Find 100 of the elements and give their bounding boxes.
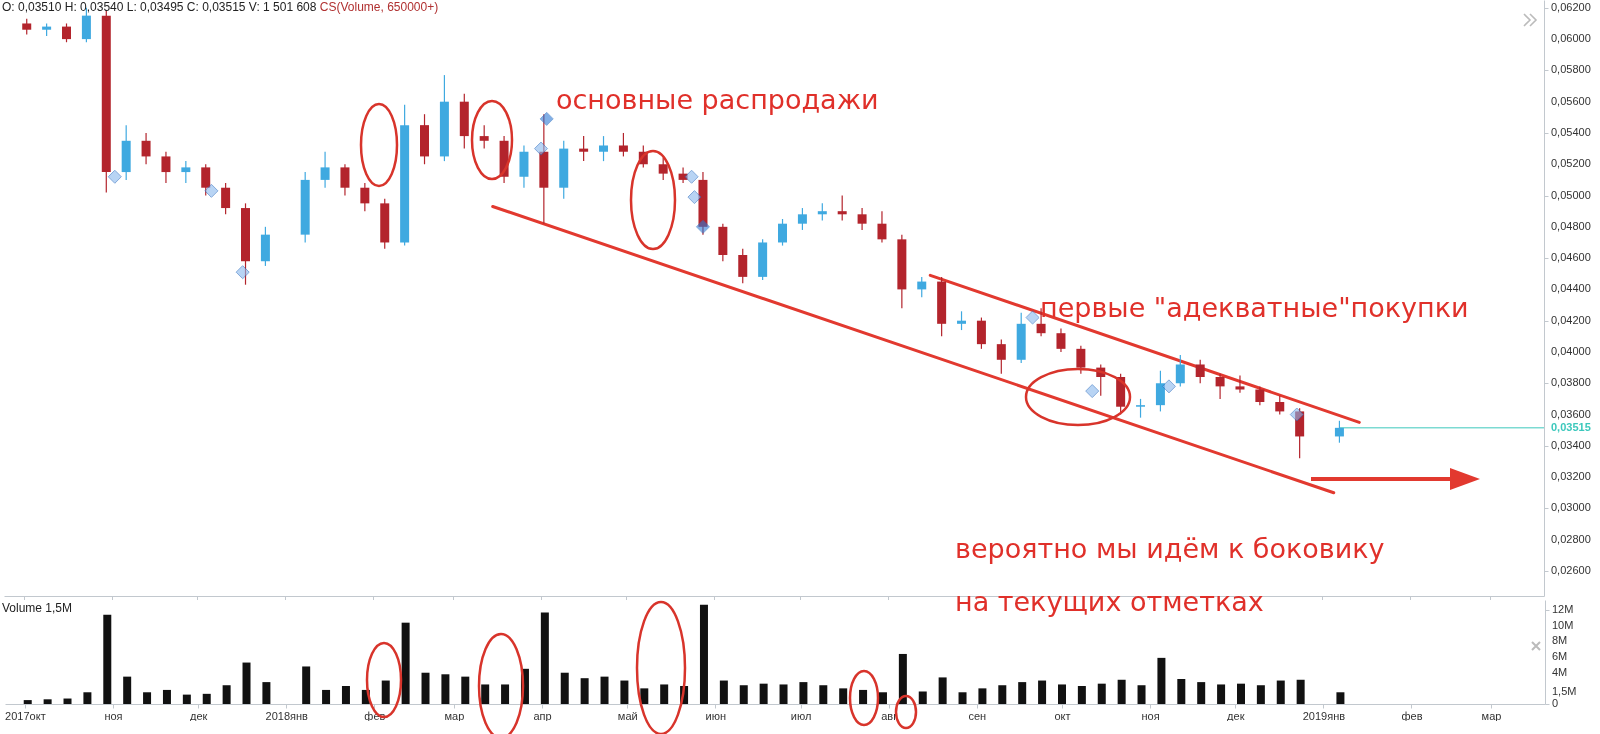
candlestick bbox=[599, 135, 609, 162]
bar bbox=[461, 676, 470, 704]
bar bbox=[739, 685, 748, 704]
candlestick bbox=[1275, 395, 1285, 416]
candlestick bbox=[479, 124, 489, 150]
y-tick-label: 0,03800 bbox=[1551, 376, 1591, 389]
bar bbox=[1217, 684, 1226, 704]
bar bbox=[162, 689, 171, 704]
y-tick-label: 0,06000 bbox=[1551, 32, 1591, 45]
bar bbox=[958, 692, 967, 704]
bar bbox=[560, 672, 569, 704]
candlestick bbox=[579, 135, 589, 162]
y-tick-label: 4M bbox=[1552, 665, 1568, 678]
bar bbox=[1057, 684, 1066, 704]
bar bbox=[262, 682, 271, 704]
bar bbox=[1077, 686, 1086, 704]
y-tick-label: 12M bbox=[1552, 603, 1574, 616]
point bbox=[684, 169, 699, 184]
candlestick bbox=[320, 151, 330, 189]
candlestick bbox=[1136, 398, 1146, 419]
bar bbox=[441, 674, 450, 704]
candlestick bbox=[917, 276, 927, 298]
point bbox=[687, 190, 702, 205]
bar bbox=[1336, 692, 1345, 704]
candlestick bbox=[996, 338, 1006, 375]
candlestick bbox=[360, 182, 370, 212]
bar bbox=[341, 686, 350, 704]
y-tick-label: 0,04200 bbox=[1551, 313, 1591, 326]
bar bbox=[1018, 682, 1027, 704]
bar bbox=[699, 604, 708, 704]
y-tick-label: 0,02600 bbox=[1551, 563, 1591, 576]
bar bbox=[242, 662, 251, 704]
annotation: первые "адекватные"покупки bbox=[1040, 292, 1469, 323]
x-tick-label: 2018янв bbox=[265, 709, 309, 722]
bar bbox=[23, 700, 32, 704]
x-tick-label: 2017окт bbox=[5, 709, 46, 722]
bar bbox=[1038, 680, 1047, 704]
bar bbox=[1157, 657, 1166, 704]
chart-subtitle: CS(Volume, 650000+) bbox=[318, 0, 439, 14]
candlestick bbox=[340, 163, 350, 197]
candlestick bbox=[618, 132, 628, 158]
bar bbox=[43, 699, 52, 704]
candlestick bbox=[738, 248, 748, 284]
bar bbox=[1137, 685, 1146, 704]
x-tick-label: фев bbox=[1401, 709, 1423, 722]
bar bbox=[839, 688, 848, 704]
y-tick-label: 0 bbox=[1552, 697, 1559, 709]
bar bbox=[322, 689, 331, 704]
y-tick-label: 0,04400 bbox=[1551, 282, 1591, 295]
y-tick-label: 0,02800 bbox=[1551, 532, 1591, 545]
point bbox=[107, 169, 122, 184]
x-tick-label: сен bbox=[968, 709, 987, 722]
x-tick-label: апр bbox=[533, 709, 552, 722]
bar bbox=[640, 688, 649, 704]
annotation: вероятно мы идём к боковику bbox=[955, 533, 1385, 564]
candlestick bbox=[837, 194, 847, 222]
x-tick-label: ноя bbox=[104, 709, 123, 722]
y-tick-label: 0,03400 bbox=[1551, 438, 1591, 451]
candlestick bbox=[797, 207, 807, 231]
bar bbox=[202, 693, 211, 704]
bar bbox=[182, 694, 191, 704]
bar bbox=[819, 685, 828, 704]
bar bbox=[898, 653, 907, 704]
bar bbox=[759, 683, 768, 704]
x-tick-label: ноя bbox=[1141, 709, 1160, 722]
y-tick-label: 8M bbox=[1552, 634, 1568, 647]
bar bbox=[660, 684, 669, 704]
bar bbox=[1276, 680, 1285, 704]
x-tick-label: июн bbox=[705, 709, 727, 722]
point bbox=[695, 219, 710, 234]
y-tick-label: 0,04600 bbox=[1551, 251, 1591, 264]
x-tick-label: мар bbox=[444, 709, 465, 722]
bar bbox=[859, 689, 868, 704]
y-tick-label: 10M bbox=[1552, 618, 1574, 631]
y-tick-label: 6M bbox=[1552, 650, 1568, 663]
point bbox=[533, 141, 549, 156]
x-tick-label: окт bbox=[1054, 709, 1071, 722]
bar bbox=[1177, 678, 1186, 704]
bar bbox=[878, 692, 887, 704]
bar bbox=[83, 692, 92, 704]
y-tick-label: 0,04000 bbox=[1551, 344, 1591, 357]
candlestick bbox=[1056, 327, 1066, 353]
bar bbox=[918, 691, 927, 704]
point bbox=[235, 265, 250, 280]
bar bbox=[381, 680, 390, 704]
annotation: на текущих отметках bbox=[955, 586, 1264, 617]
y-tick-label: 0,05200 bbox=[1551, 157, 1591, 170]
bar bbox=[143, 692, 152, 704]
point bbox=[1289, 407, 1304, 422]
candlestick bbox=[957, 310, 967, 331]
candlestick bbox=[161, 151, 171, 184]
candlestick bbox=[857, 207, 867, 231]
bar bbox=[302, 666, 311, 704]
x-tick-label: 2019янв bbox=[1302, 709, 1346, 722]
candlestick bbox=[877, 210, 887, 244]
candlestick bbox=[201, 163, 211, 197]
bar bbox=[799, 682, 808, 704]
x-tick-label: июл bbox=[790, 709, 812, 722]
candlestick bbox=[1334, 420, 1344, 444]
bar bbox=[123, 676, 132, 704]
